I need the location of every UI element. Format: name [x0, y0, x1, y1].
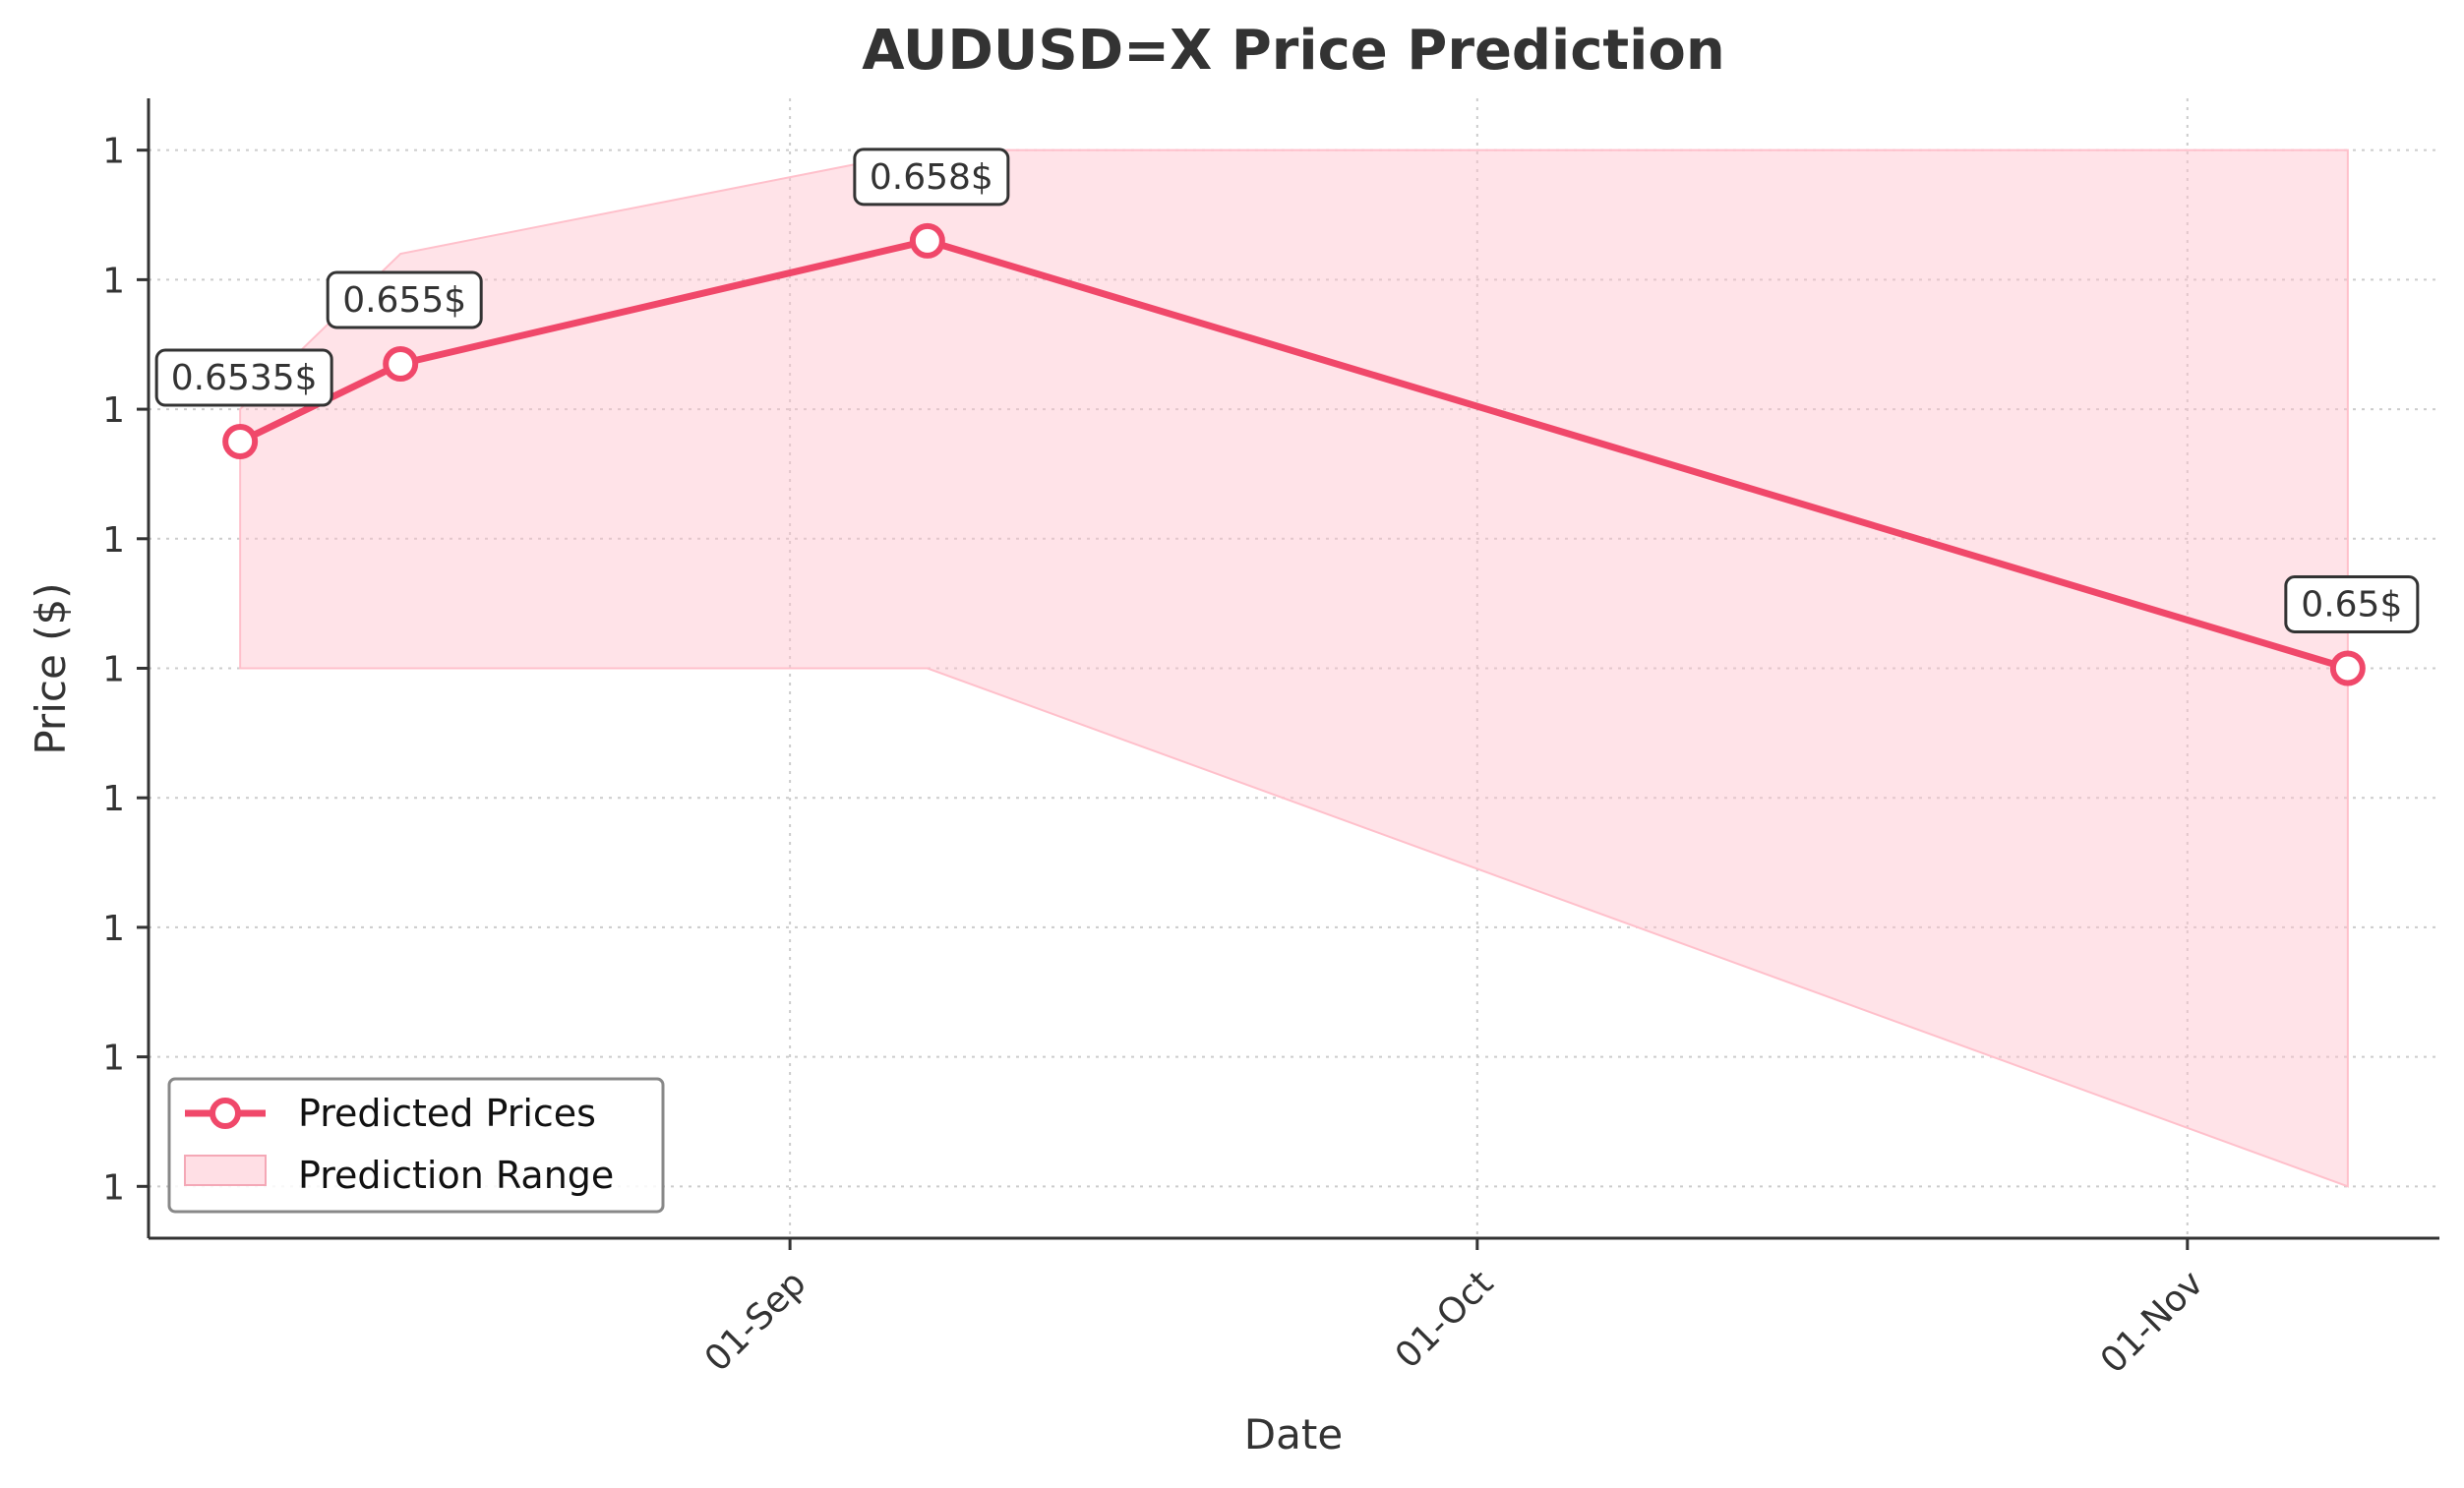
- y-tick-label: 1: [102, 1039, 125, 1079]
- x-axis-title: Date: [1244, 1410, 1343, 1458]
- legend-marker-swatch: [210, 1098, 241, 1129]
- data-point-marker: [909, 222, 945, 259]
- prediction-range-band: [239, 149, 2349, 1188]
- y-tick-label: 1: [102, 650, 125, 690]
- y-tick-label: 1: [102, 261, 125, 301]
- y-ticks: 1 1 1 1 1 1 1 1 1: [102, 132, 149, 1208]
- legend-range-swatch: [184, 1155, 267, 1186]
- y-tick-label: 1: [102, 520, 125, 561]
- y-tick-label: 1: [102, 779, 125, 819]
- chart-title: AUDUSD=X Price Prediction: [862, 19, 1724, 83]
- data-point-marker: [2329, 650, 2366, 686]
- y-axis-title: Price ($): [27, 582, 75, 754]
- data-label-box: [853, 148, 1010, 207]
- y-tick-label: 1: [102, 1167, 125, 1208]
- data-label: 0.6535$: [171, 358, 318, 398]
- data-label: 0.655$: [342, 280, 466, 321]
- y-tick-label: 1: [102, 132, 125, 172]
- legend-frame: [167, 1077, 665, 1214]
- data-point-marker: [383, 345, 419, 382]
- data-label: 0.658$: [870, 157, 993, 198]
- data-labels: 0.6535$ 0.655$ 0.658$ 0.65$: [154, 148, 2420, 633]
- data-label: 0.65$: [2301, 585, 2402, 625]
- prediction-range-area: [239, 149, 2349, 1188]
- data-label-box: [2284, 575, 2420, 633]
- y-tick-label: 1: [102, 390, 125, 431]
- legend: Predicted Prices Prediction Range: [167, 1077, 665, 1214]
- data-point-marker: [222, 424, 259, 460]
- legend-label-prediction-range: Prediction Range: [298, 1154, 614, 1197]
- y-tick-label: 1: [102, 909, 125, 949]
- legend-label-predicted-prices: Predicted Prices: [298, 1092, 596, 1135]
- data-label-box: [326, 270, 483, 329]
- data-label-box: [154, 348, 333, 407]
